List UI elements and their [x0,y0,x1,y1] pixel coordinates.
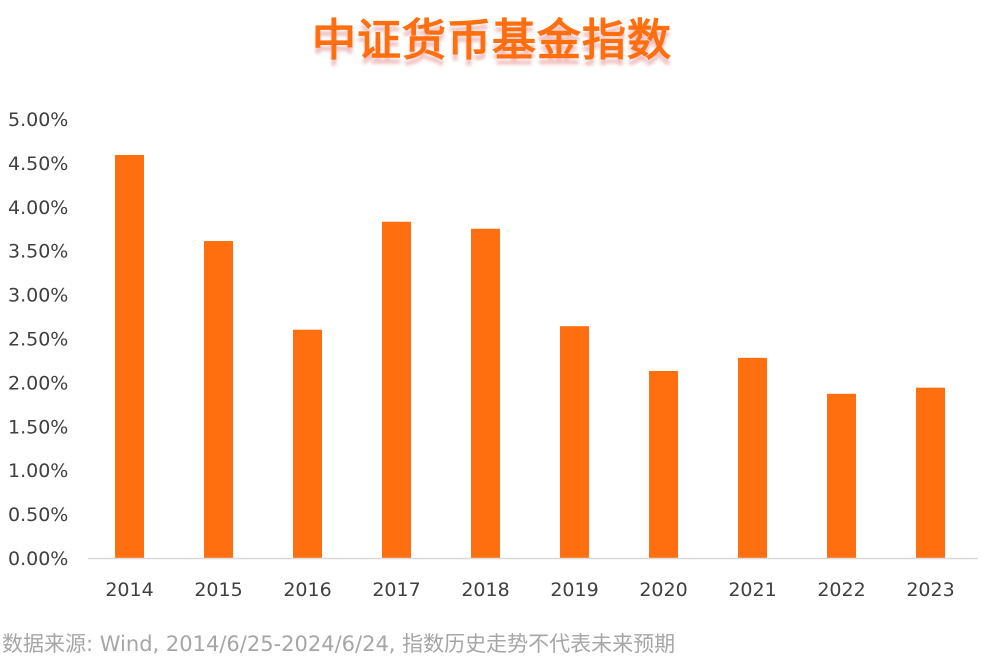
bars [115,154,945,559]
y-tick-label: 5.00% [8,109,68,131]
x-tick-label: 2021 [728,579,776,601]
source-note: 数据来源: Wind, 2014/6/25-2024/6/24, 指数历史走势不… [2,632,676,656]
bar-2019 [560,326,589,558]
bar-2016 [293,329,322,558]
y-tick-label: 3.00% [8,285,68,307]
bar-2018 [471,228,500,558]
x-tick-label: 2015 [194,579,242,601]
bar-2017 [382,221,411,558]
y-tick-label: 1.00% [8,460,68,482]
bar-2022 [827,393,856,558]
bar-2021 [738,357,767,558]
x-tick-label: 2019 [550,579,598,601]
y-tick-label: 2.00% [8,372,68,394]
x-axis: 2014 2015 2016 2017 2018 2019 2020 2021 2022 2023 [105,579,954,601]
bar-2023 [916,387,945,558]
x-tick-label: 2022 [817,579,865,601]
y-tick-label: 0.00% [8,548,68,570]
bar-2014 [115,154,144,559]
y-tick-label: 0.50% [8,504,68,526]
y-tick-label: 4.50% [8,153,68,175]
y-tick-label: 4.00% [8,197,68,219]
y-tick-label: 1.50% [8,416,68,438]
bar-2015 [204,241,233,559]
x-tick-label: 2014 [105,579,153,601]
y-axis: 0.00% 0.50% 1.00% 1.50% 2.00% 2.50% 3.00% 3.50%… [8,109,68,570]
y-tick-label: 3.50% [8,241,68,263]
bar-2020 [649,370,678,558]
x-tick-label: 2017 [372,579,420,601]
x-tick-label: 2018 [461,579,509,601]
y-tick-label: 2.50% [8,329,68,351]
chart-title: 中证货币基金指数 [312,15,672,66]
x-tick-label: 2016 [283,579,331,601]
x-tick-label: 2020 [639,579,687,601]
x-tick-label: 2023 [906,579,954,601]
